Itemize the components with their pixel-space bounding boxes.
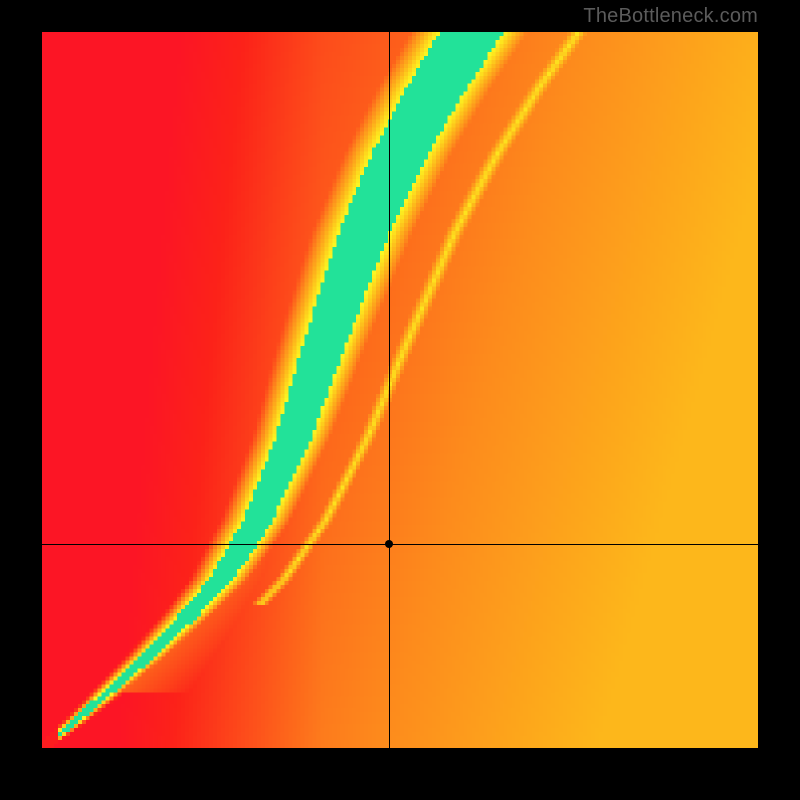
crosshair-horizontal-line — [42, 544, 758, 545]
crosshair-point — [385, 540, 393, 548]
watermark-text: TheBottleneck.com — [583, 5, 758, 28]
heatmap-canvas — [42, 32, 758, 748]
plot-area — [42, 32, 758, 748]
crosshair-vertical-line — [389, 32, 390, 748]
